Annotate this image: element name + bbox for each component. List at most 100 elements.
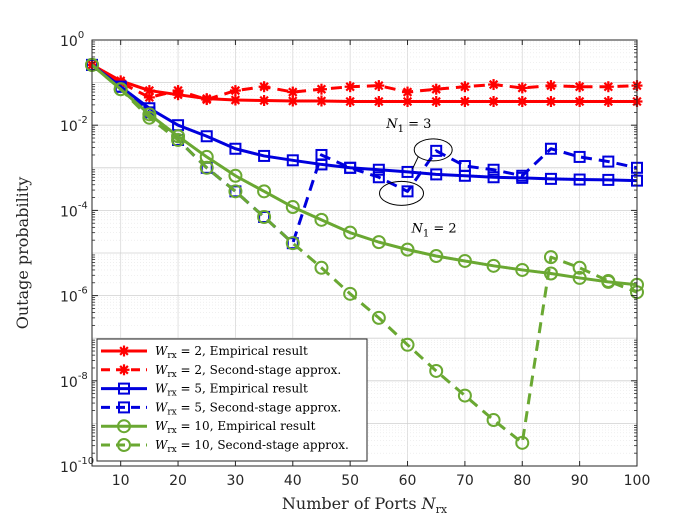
series-6 [85,57,644,450]
data-point [543,250,558,265]
data-point [602,155,615,168]
data-point [113,82,128,97]
data-point [602,96,614,108]
legend-label: Wrx = 5, Second-stage approx. [155,400,341,417]
series-1 [86,59,643,108]
data-point [258,81,270,93]
data-point [515,435,530,450]
annotation-leader [412,156,419,170]
data-point [402,86,414,98]
data-point [572,270,587,285]
x-axis-label-sub: rx [436,503,448,516]
x-tick-label: 70 [456,473,474,489]
data-point [287,86,299,98]
data-point [200,130,213,143]
series-line [91,63,637,104]
data-point [602,81,614,93]
data-point [228,168,243,183]
legend-label: Wrx = 10, Second-stage approx. [155,438,349,455]
data-point [199,149,214,164]
data-point [142,110,157,125]
data-point [486,413,501,428]
y-tick-label: 10-10 [60,456,94,476]
series-line [91,63,638,445]
legend: Wrx = 2, Empirical result Wrx = 2, Second… [96,338,368,462]
data-point [401,165,414,178]
series-3 [86,58,643,187]
data-point [257,184,272,199]
data-point [171,129,186,144]
data-point [314,260,329,275]
data-point [285,200,300,215]
data-point [543,266,558,281]
data-point [488,96,500,108]
data-point [373,80,385,92]
y-axis-label: Outage probability [13,177,32,330]
legend-entry: Wrx = 10, Second-stage approx. [101,438,349,455]
legend-label: Wrx = 2, Second-stage approx. [155,363,341,380]
y-tick-label: 10-8 [60,371,88,391]
annotation-label: N1 = 3 [385,117,431,135]
data-point [572,260,587,275]
data-point [199,160,214,175]
data-point [201,94,213,106]
x-tick-label: 50 [341,473,359,489]
data-point [574,96,586,108]
data-point [143,85,155,97]
x-tick-label: 60 [399,473,417,489]
x-tick-label: 10 [112,473,130,489]
data-point [545,96,557,108]
data-point [372,163,385,176]
data-point [372,171,385,184]
data-point [400,337,415,352]
data-point [516,96,528,108]
y-tick-label: 10-2 [60,115,88,135]
data-point [430,168,443,181]
data-point [257,209,272,224]
data-point [344,96,356,108]
data-point [285,236,300,251]
annotation-layer: N1 = 3 N1 = 2 [379,117,457,239]
legend-entry: Wrx = 5, Second-stage approx. [101,400,341,417]
data-point [258,95,270,107]
legend-entry: Wrx = 5, Empirical result [101,382,308,399]
x-tick-label: 80 [513,473,531,489]
data-point [371,310,386,325]
data-point [544,142,557,155]
data-point [258,149,271,162]
data-point [515,262,530,277]
annotation-ellipse [413,138,453,162]
data-point [229,94,241,106]
annotation-ellipse [379,180,425,206]
x-axis-label: Number of Ports Nrx [282,494,448,516]
plot-frame [91,39,638,467]
data-point [343,225,358,240]
data-point [458,160,471,173]
data-point [457,253,472,268]
legend-label: Wrx = 10, Empirical result [155,419,316,436]
data-point [486,258,501,273]
data-point [118,382,130,395]
data-point [118,364,130,376]
data-point [344,161,357,174]
x-tick-label: 30 [227,473,245,489]
legend-entry: Wrx = 2, Empirical result [101,344,308,361]
y-tick-label: 100 [60,30,84,50]
data-point [459,96,471,108]
annotation-label: N1 = 2 [411,221,457,239]
x-tick-label: 90 [571,473,589,489]
data-point [344,81,356,93]
data-point [545,80,557,92]
legend-entry: Wrx = 2, Second-stage approx. [101,363,341,380]
data-point [117,419,131,434]
data-point [118,401,130,414]
data-point [143,91,155,103]
y-tick-label: 10-6 [60,286,88,306]
data-point [573,150,586,163]
data-point [544,172,557,185]
data-point [516,82,528,94]
x-tick-label: 100 [624,473,651,489]
data-point [371,235,386,250]
data-point [487,171,500,184]
data-point [172,85,184,97]
